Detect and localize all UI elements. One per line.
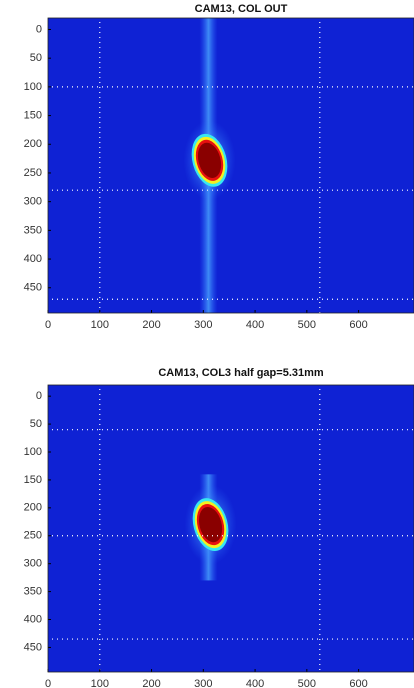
y-tick-label: 0 — [36, 23, 42, 35]
y-tick-label: 150 — [24, 474, 42, 486]
axes-frame — [47, 384, 414, 673]
y-tick-label: 150 — [24, 109, 42, 121]
image — [48, 18, 414, 313]
y-tick-label: 200 — [24, 138, 42, 150]
x-tick-label: 500 — [298, 678, 316, 688]
y-tick-label: 400 — [24, 253, 42, 265]
x-tick-label: 0 — [45, 678, 51, 688]
x-tick-label: 200 — [142, 319, 160, 331]
peak-core — [197, 142, 222, 178]
y-tick-label: 450 — [24, 641, 42, 653]
peak-core — [198, 506, 223, 543]
axes-frame — [47, 17, 414, 314]
x-tick-label: 100 — [91, 678, 109, 688]
y-tick-label: 100 — [24, 446, 42, 458]
x-tick-label: 600 — [349, 319, 367, 331]
y-tick-label: 200 — [24, 502, 42, 514]
y-tick-label: 300 — [24, 196, 42, 208]
y-tick-label: 250 — [24, 530, 42, 542]
x-tick-label: 100 — [91, 319, 109, 331]
y-tick-label: 300 — [24, 558, 42, 570]
y-tick-label: 450 — [24, 282, 42, 294]
x-tick-label: 400 — [246, 319, 264, 331]
x-tick-label: 300 — [194, 678, 212, 688]
y-tick-label: 250 — [24, 167, 42, 179]
y-tick-label: 50 — [30, 418, 42, 430]
y-tick-label: 350 — [24, 224, 42, 236]
y-tick-label: 350 — [24, 586, 42, 598]
chart-title: CAM13, COL3 half gap=5.31mm — [158, 367, 324, 379]
x-tick-label: 500 — [298, 319, 316, 331]
y-tick-label: 50 — [30, 52, 42, 64]
x-tick-label: 600 — [349, 678, 367, 688]
y-tick-label: 100 — [24, 81, 42, 93]
y-tick-label: 400 — [24, 613, 42, 625]
y-tick-label: 0 — [36, 390, 42, 402]
x-tick-label: 300 — [194, 319, 212, 331]
x-tick-label: 400 — [246, 678, 264, 688]
chart-title: CAM13, COL OUT — [195, 3, 288, 15]
x-tick-label: 0 — [45, 319, 51, 331]
x-tick-label: 200 — [142, 678, 160, 688]
image — [48, 385, 414, 672]
